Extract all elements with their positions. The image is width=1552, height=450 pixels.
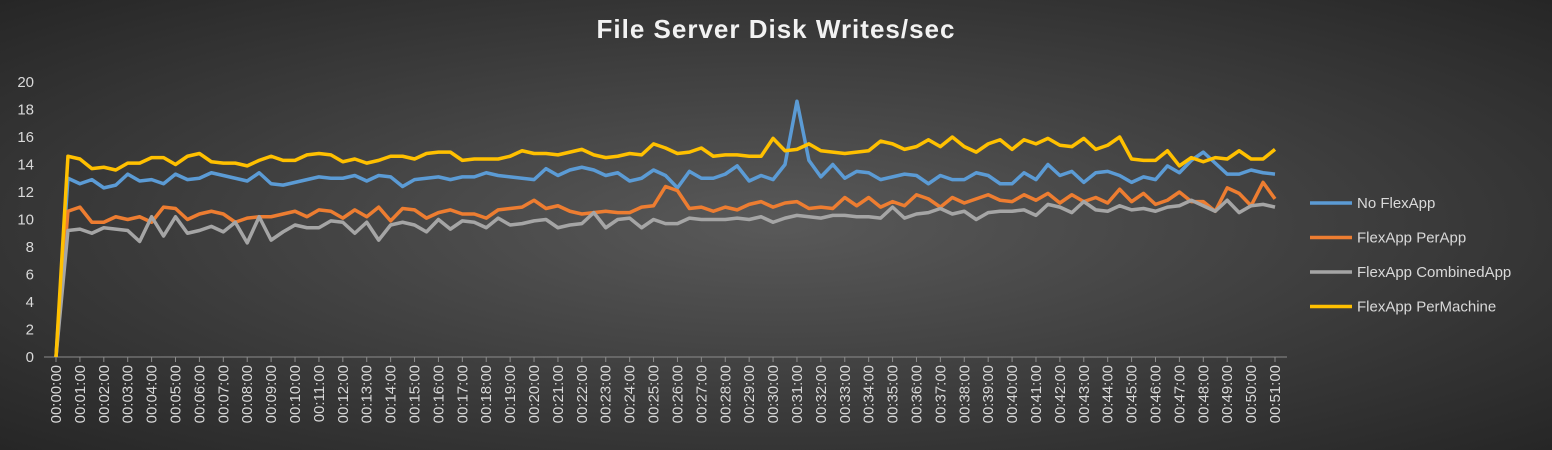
x-tick-label: 00:17:00: [454, 365, 471, 423]
y-tick-label: 8: [26, 239, 34, 256]
x-tick-label: 00:24:00: [622, 365, 639, 423]
x-tick-label: 00:34:00: [861, 365, 878, 423]
x-tick-label: 00:13:00: [359, 365, 376, 423]
x-tick-label: 00:10:00: [287, 365, 304, 423]
x-tick-label: 00:37:00: [932, 365, 949, 423]
legend-label: FlexApp PerApp: [1357, 230, 1466, 247]
y-tick-label: 6: [26, 267, 34, 284]
x-tick-label: 00:01:00: [72, 365, 89, 423]
x-tick-label: 00:25:00: [646, 365, 663, 423]
x-tick-label: 00:51:00: [1267, 365, 1284, 423]
y-tick-label: 10: [17, 212, 34, 229]
series-line: [54, 198, 1276, 358]
x-tick-label: 00:43:00: [1076, 365, 1093, 423]
x-tick-label: 00:27:00: [693, 365, 710, 423]
x-tick-label: 00:02:00: [96, 365, 113, 423]
y-tick-label: 18: [17, 102, 34, 119]
x-tick-label: 00:09:00: [263, 365, 280, 423]
y-tick-label: 14: [17, 157, 34, 174]
x-tick-label: 00:41:00: [1028, 365, 1045, 423]
x-tick-label: 00:21:00: [550, 365, 567, 423]
chart-title: File Server Disk Writes/sec: [597, 14, 956, 44]
legend-label: FlexApp PerMachine: [1357, 299, 1496, 316]
x-tick-label: 00:16:00: [430, 365, 447, 423]
x-tick-label: 00:29:00: [741, 365, 758, 423]
x-tick-label: 00:31:00: [789, 365, 806, 423]
series-line: [54, 99, 1276, 358]
legend-label: FlexApp CombinedApp: [1357, 264, 1511, 281]
y-tick-label: 12: [17, 184, 34, 201]
x-tick-label: 00:49:00: [1219, 365, 1236, 423]
x-tick-label: 00:35:00: [885, 365, 902, 423]
x-tick-label: 00:40:00: [1004, 365, 1021, 423]
x-tick-label: 00:23:00: [598, 365, 615, 423]
x-tick-label: 00:00:00: [48, 365, 65, 423]
x-tick-label: 00:04:00: [144, 365, 161, 423]
x-tick-label: 00:07:00: [215, 365, 232, 423]
x-tick-label: 00:33:00: [837, 365, 854, 423]
x-tick-label: 00:44:00: [1100, 365, 1117, 423]
x-tick-label: 00:32:00: [813, 365, 830, 423]
legend-label: No FlexApp: [1357, 195, 1435, 212]
x-tick-label: 00:14:00: [383, 365, 400, 423]
x-tick-label: 00:42:00: [1052, 365, 1069, 423]
y-tick-label: 0: [26, 349, 34, 366]
x-tick-label: 00:30:00: [765, 365, 782, 423]
x-tick-label: 00:28:00: [717, 365, 734, 423]
x-tick-label: 00:12:00: [335, 365, 352, 423]
x-tick-label: 00:22:00: [574, 365, 591, 423]
x-tick-label: 00:11:00: [311, 365, 328, 422]
x-tick-label: 00:39:00: [980, 365, 997, 423]
series-line: [54, 135, 1277, 358]
y-tick-label: 4: [26, 294, 34, 311]
x-tick-label: 00:38:00: [956, 365, 973, 423]
x-tick-label: 00:08:00: [239, 365, 256, 423]
x-tick-label: 00:26:00: [669, 365, 686, 423]
y-tick-label: 16: [17, 129, 34, 146]
y-tick-label: 2: [26, 322, 34, 339]
x-tick-label: 00:05:00: [168, 365, 185, 423]
x-tick-label: 00:19:00: [502, 365, 519, 423]
x-tick-label: 00:06:00: [191, 365, 208, 423]
x-tick-label: 00:20:00: [526, 365, 543, 423]
x-tick-label: 00:03:00: [120, 365, 137, 423]
x-tick-label: 00:48:00: [1195, 365, 1212, 423]
x-tick-label: 00:46:00: [1147, 365, 1164, 423]
x-tick-label: 00:15:00: [407, 365, 424, 423]
x-tick-label: 00:18:00: [478, 365, 495, 423]
x-tick-label: 00:50:00: [1243, 365, 1260, 423]
x-tick-label: 00:36:00: [908, 365, 925, 423]
x-tick-label: 00:45:00: [1124, 365, 1141, 423]
y-tick-label: 20: [17, 74, 34, 91]
x-tick-label: 00:47:00: [1171, 365, 1188, 423]
